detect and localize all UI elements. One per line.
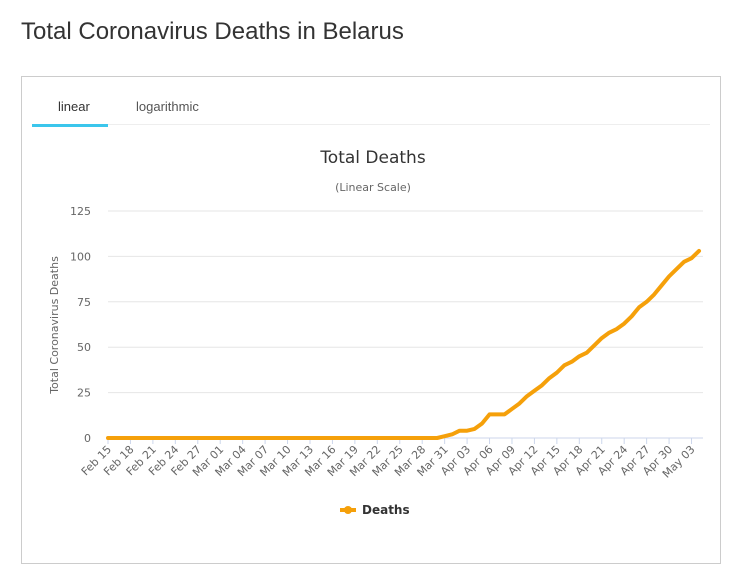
active-tab-indicator [32, 124, 108, 127]
tab-logarithmic[interactable]: logarithmic [136, 99, 199, 114]
y-tick-label: 50 [77, 341, 91, 354]
chart-title: Total Deaths [319, 148, 426, 168]
chart-subtitle: (Linear Scale) [335, 181, 411, 194]
legend-marker [344, 506, 352, 514]
legend-label: Deaths [362, 503, 410, 517]
page-title: Total Coronavirus Deaths in Belarus [21, 18, 404, 45]
y-tick-label: 125 [70, 205, 91, 218]
tab-linear[interactable]: linear [58, 99, 90, 114]
y-tick-label: 0 [84, 432, 91, 445]
chart-panel: linear logarithmic [21, 76, 721, 564]
y-tick-label: 100 [70, 250, 91, 263]
y-tick-label: 75 [77, 296, 91, 309]
y-tick-label: 25 [77, 387, 91, 400]
y-axis-label: Total Coronavirus Deaths [48, 256, 61, 395]
tab-divider [32, 124, 710, 125]
data-line [106, 248, 701, 440]
